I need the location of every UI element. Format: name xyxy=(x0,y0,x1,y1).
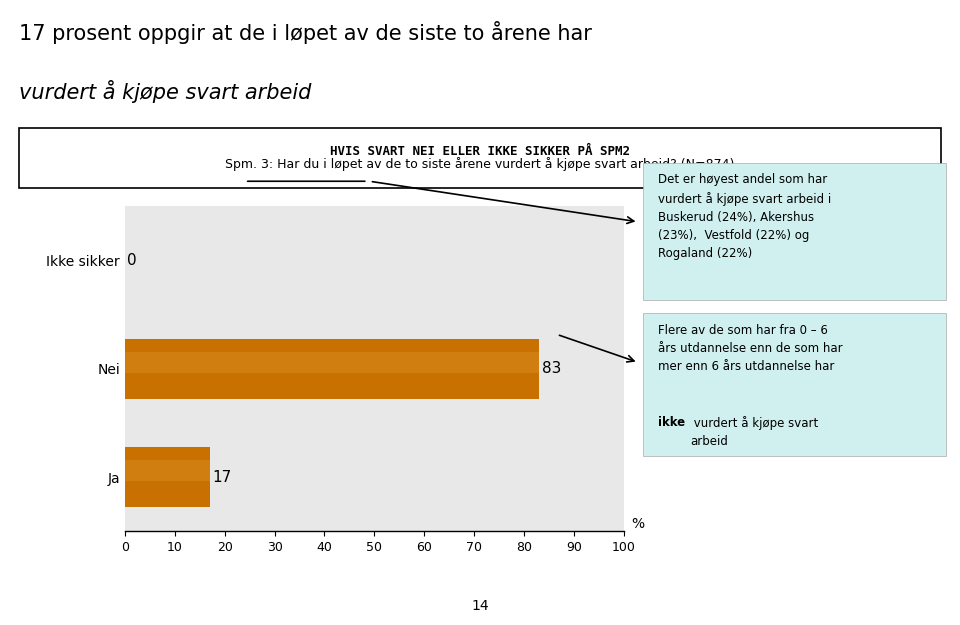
Text: 17 prosent oppgir at de i løpet av de siste to årene har: 17 prosent oppgir at de i løpet av de si… xyxy=(19,21,592,44)
Text: vurdert å kjøpe svart arbeid: vurdert å kjøpe svart arbeid xyxy=(19,80,312,102)
Bar xyxy=(125,448,209,507)
Bar xyxy=(125,352,540,373)
Text: %: % xyxy=(632,518,644,531)
Bar xyxy=(125,339,540,399)
Text: Det er høyest andel som har
vurdert å kjøpe svart arbeid i
Buskerud (24%), Akers: Det er høyest andel som har vurdert å kj… xyxy=(659,174,831,260)
Text: Flere av de som har fra 0 – 6
års utdannelse enn de som har
mer enn 6 års utdann: Flere av de som har fra 0 – 6 års utdann… xyxy=(659,324,843,391)
Text: 17: 17 xyxy=(212,469,231,484)
Text: ikke: ikke xyxy=(659,416,685,429)
Text: 0: 0 xyxy=(128,253,137,268)
FancyBboxPatch shape xyxy=(643,162,946,300)
FancyBboxPatch shape xyxy=(643,312,946,456)
FancyBboxPatch shape xyxy=(19,128,941,188)
Text: 14: 14 xyxy=(471,599,489,613)
Text: Spm. 3: Har du i løpet av de to siste årene vurdert å kjøpe svart arbeid? (N=874: Spm. 3: Har du i løpet av de to siste år… xyxy=(226,157,734,171)
Text: 83: 83 xyxy=(541,361,561,376)
Text: HVIS SVART NEI ELLER IKKE SIKKER PÅ SPM2: HVIS SVART NEI ELLER IKKE SIKKER PÅ SPM2 xyxy=(330,145,630,158)
Bar xyxy=(125,461,209,481)
Text: vurdert å kjøpe svart
arbeid: vurdert å kjøpe svart arbeid xyxy=(690,416,818,448)
